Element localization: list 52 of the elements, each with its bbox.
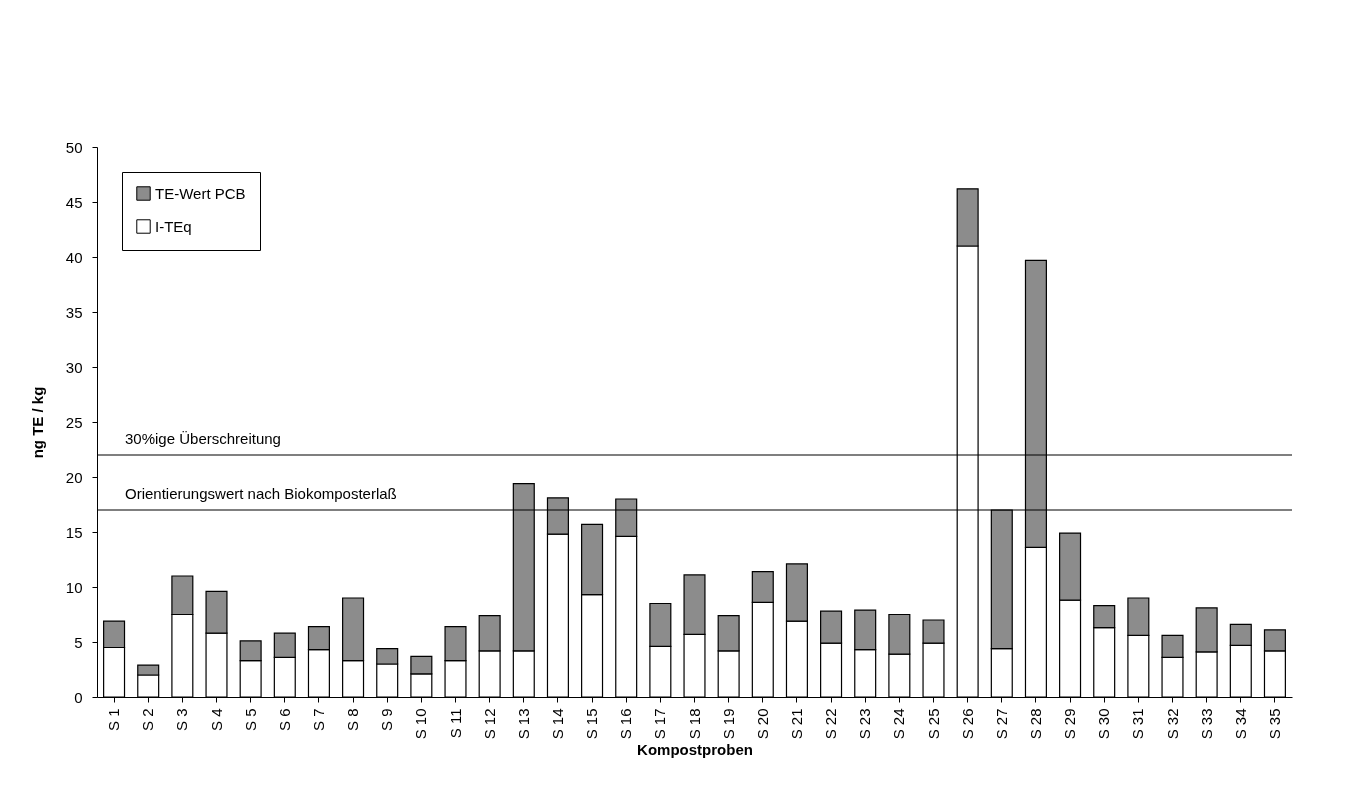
- x-tick-label: S 13: [514, 708, 532, 740]
- y-tick-label: 35: [65, 303, 83, 321]
- y-tick-label: 30: [65, 358, 83, 376]
- x-tick-label: S 14: [548, 708, 566, 740]
- x-tick-label: S 5: [241, 708, 259, 732]
- x-tick-label: S 22: [822, 708, 840, 740]
- x-tick-label: S 17: [651, 708, 669, 740]
- x-tick-label: S 11: [446, 708, 464, 739]
- x-tick-label: S 18: [685, 708, 703, 740]
- y-tick-label: 40: [65, 248, 83, 266]
- x-tick-label: S 25: [924, 708, 942, 740]
- x-tick-label: S 29: [1061, 708, 1079, 740]
- y-tick-label: 45: [65, 193, 83, 211]
- y-tick-label: 5: [74, 633, 83, 651]
- x-tick-label: S 21: [787, 708, 805, 740]
- x-tick-label: S 2: [139, 708, 157, 732]
- x-tick-label: S 20: [753, 708, 771, 740]
- ref-line-label: Orientierungswert nach Biokomposterlaß: [125, 485, 397, 502]
- legend-label: TE-Wert PCB: [155, 184, 246, 202]
- x-tick-label: S 3: [173, 708, 191, 732]
- x-tick-label: S 1: [105, 708, 123, 732]
- x-tick-label: S 19: [719, 708, 737, 740]
- x-tick-label: S 10: [412, 708, 430, 740]
- x-tick-label: S 15: [583, 708, 601, 740]
- x-tick-label: S 6: [275, 708, 293, 732]
- legend-label: I-TEq: [155, 217, 192, 235]
- y-tick-label: 15: [65, 523, 83, 541]
- x-tick-label: S 30: [1095, 708, 1113, 740]
- x-tick-label: S 9: [378, 708, 396, 732]
- x-tick-label: S 12: [480, 708, 498, 740]
- x-axis-title: Kompostproben: [637, 741, 753, 759]
- x-tick-label: S 23: [856, 708, 874, 740]
- x-tick-label: S 8: [344, 708, 362, 732]
- x-tick-label: S 34: [1231, 708, 1249, 740]
- x-tick-label: S 7: [309, 708, 327, 732]
- x-tick-label: S 28: [1026, 708, 1044, 740]
- x-tick-label: S 4: [207, 708, 225, 732]
- x-tick-label: S 16: [617, 708, 635, 740]
- y-tick-label: 20: [65, 468, 83, 486]
- y-tick-label: 0: [74, 688, 83, 706]
- y-tick-label: 10: [65, 578, 83, 596]
- x-tick-label: S 32: [1163, 708, 1181, 740]
- y-tick-label: 25: [65, 413, 83, 431]
- x-tick-label: S 27: [992, 708, 1010, 740]
- y-tick-label: 50: [65, 138, 83, 156]
- x-tick-label: S 26: [958, 708, 976, 740]
- ref-line-label: 30%ige Überschreitung: [125, 430, 281, 447]
- x-tick-label: S 24: [890, 708, 908, 740]
- x-tick-label: S 31: [1129, 708, 1147, 740]
- y-axis-title: ng TE / kg: [28, 386, 46, 459]
- x-tick-label: S 33: [1197, 708, 1215, 740]
- x-tick-label: S 35: [1265, 708, 1283, 740]
